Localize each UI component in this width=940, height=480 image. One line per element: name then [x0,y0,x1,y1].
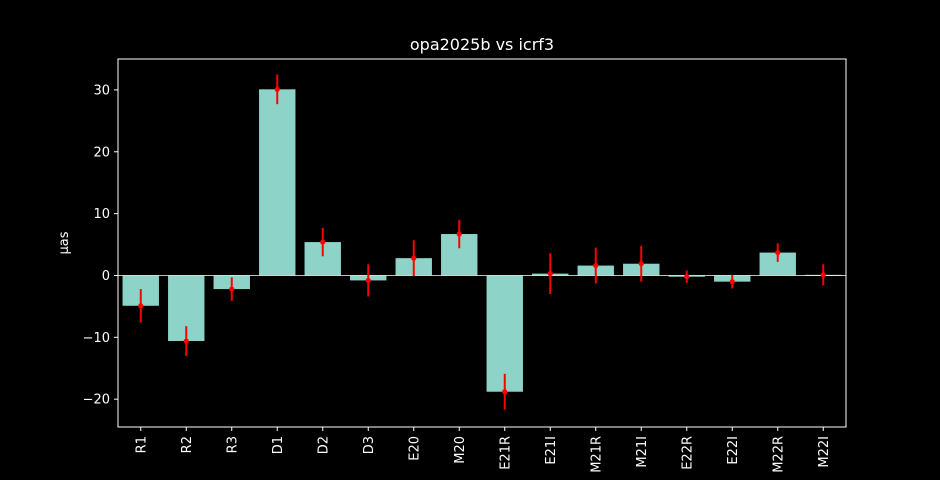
data-point-e22r [684,274,690,280]
x-tick-label: E22R [680,436,695,470]
bar-d1 [259,89,296,276]
x-tick-label: R3 [225,436,240,453]
data-point-d1 [274,86,280,92]
x-tick-label: E20 [407,436,422,461]
chart-title: opa2025b vs icrf3 [410,35,554,54]
x-tick-label: E21I [544,436,559,465]
data-point-e22i [729,279,735,285]
data-point-m22r [775,249,781,256]
data-point-m22i [820,272,826,278]
y-tick-label: 0 [102,269,110,284]
x-tick-label: D3 [362,436,377,454]
x-tick-label: D1 [271,436,286,454]
data-point-e21r [502,389,508,395]
x-tick-label: R2 [180,436,195,453]
y-tick-label: 10 [93,207,110,222]
bar-m22r [759,252,796,276]
plot-area: −20 −10 0 10 20 30 R1 R2 R3 D1 D2 D3 E20 M20 E21R E21I M… [83,58,847,473]
x-tick-label: M20 [453,436,468,464]
data-point-r1 [138,303,144,309]
x-tick-label: M22R [771,436,786,473]
data-point-r3 [229,286,235,292]
y-tick-label: 20 [93,145,110,160]
data-point-e21i [547,271,553,277]
data-point-r2 [183,338,189,344]
x-tick-label: R1 [134,436,149,453]
y-axis-label: μas [57,231,72,254]
x-tick-label: M22I [817,436,832,468]
y-tick-label: −20 [83,393,110,408]
data-point-d2 [320,239,326,245]
data-point-m21i [638,261,644,267]
data-point-m21r [593,262,599,269]
axes-frame [117,58,847,428]
x-tick-label: M21I [635,436,650,468]
x-tick-label: D2 [316,436,331,454]
data-point-e20 [411,255,417,261]
x-tick-label: E22I [726,436,741,465]
y-tick-label: −10 [83,331,110,346]
x-tick-label: M21R [589,436,604,473]
data-point-m20 [456,231,462,237]
x-tick-label: E21R [498,436,513,470]
data-point-d3 [365,277,371,284]
y-tick-label: 30 [93,83,110,98]
bar-e21r [486,275,523,392]
